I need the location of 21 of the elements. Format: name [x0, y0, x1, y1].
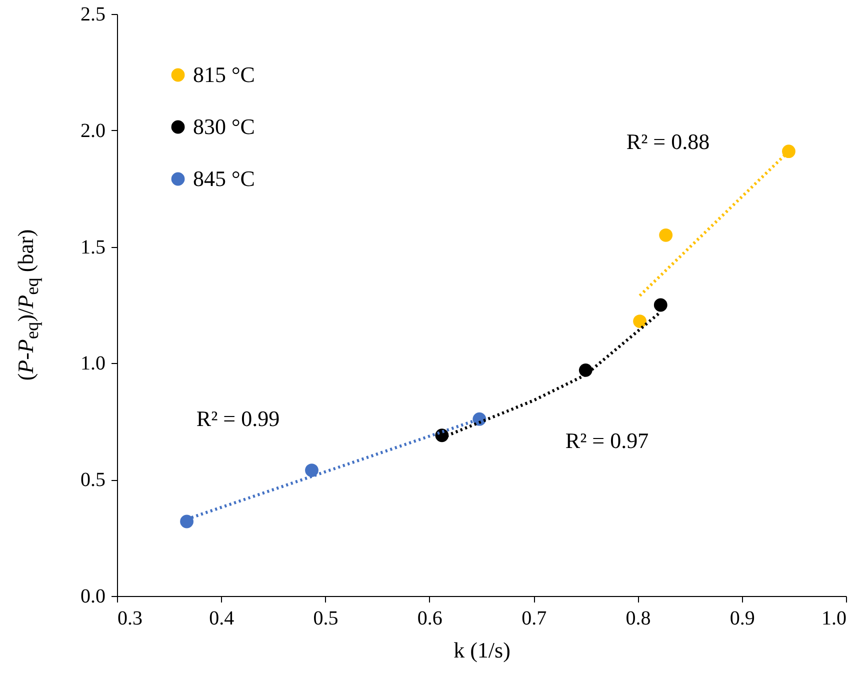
x-tick-label: 0.4 — [209, 608, 234, 630]
x-tick-label: 1.0 — [822, 608, 846, 630]
x-tick-label: 0.5 — [313, 608, 338, 630]
x-tick-label: 0.8 — [626, 608, 651, 630]
y-tick-label: 2.5 — [80, 4, 106, 26]
legend-label: 830 °C — [193, 114, 255, 139]
x-tick-label: 0.3 — [118, 608, 142, 630]
annotation: R² = 0.88 — [626, 129, 710, 155]
y-tick-label: 2.0 — [80, 120, 106, 142]
legend-label: 845 °C — [193, 166, 255, 191]
y-tick-label: 1.0 — [80, 352, 106, 375]
y-tick-label: 1.5 — [80, 236, 106, 258]
y-tick-label: 0.0 — [80, 586, 106, 608]
legend-label: 815 °C — [193, 62, 255, 87]
annotation: R² = 0.97 — [565, 428, 649, 454]
x-tick-label: 0.6 — [417, 608, 442, 630]
annotation: R² = 0.99 — [196, 406, 280, 432]
y-tick-label: 0.5 — [80, 469, 106, 492]
x-tick-label: 0.7 — [522, 608, 547, 630]
x-tick-label: 0.9 — [730, 608, 755, 630]
x-axis-title: k (1/s) — [454, 638, 510, 662]
